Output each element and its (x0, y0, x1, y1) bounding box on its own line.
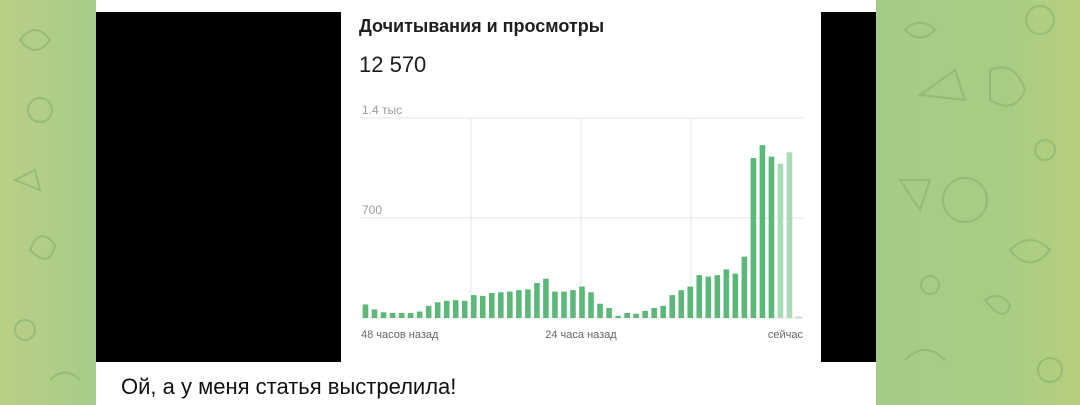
chart-bar (696, 275, 703, 318)
chart-bar (416, 311, 423, 318)
chart-bar (470, 295, 477, 318)
chart-bar (479, 295, 486, 318)
x-axis-label: 48 часов назад (361, 329, 439, 341)
chart-bar (759, 145, 766, 318)
chart-bar (525, 289, 531, 318)
chart-bar (669, 295, 676, 318)
chart-bar (642, 310, 648, 318)
chart-bar (687, 286, 694, 318)
chart-bar (786, 152, 793, 318)
chart-bar (561, 291, 567, 318)
stats-total: 12 570 (359, 52, 427, 77)
chart-bar (543, 278, 549, 318)
chart-bar (732, 273, 739, 318)
chart-bar (588, 292, 594, 318)
chart-bar (425, 305, 432, 318)
stats-screenshot: Дочитывания и просмотры 12 570 1.4 тыс 70… (341, 12, 821, 362)
message-media-image[interactable]: Дочитывания и просмотры 12 570 1.4 тыс 70… (96, 12, 876, 362)
chart-bar (570, 290, 576, 318)
chart-bar (488, 293, 495, 318)
y-tick-label: 700 (362, 203, 382, 217)
message-caption: Ой, а у меня статья выстрелила! (121, 374, 457, 399)
y-tick-label: 1.4 тыс (362, 103, 402, 117)
chart-bar (452, 300, 459, 318)
chart-bar (371, 309, 378, 318)
chart-bar (750, 158, 757, 318)
chart-bar (768, 156, 775, 318)
chart-bar (507, 291, 513, 318)
chart-bar (362, 304, 369, 318)
chart-bar (615, 315, 621, 318)
chart-bar (777, 163, 784, 318)
x-axis-label: сейчас (768, 329, 804, 341)
chart-bar (407, 313, 414, 318)
chart-bar (389, 313, 396, 318)
chart-bar (579, 286, 585, 318)
chart-bar (705, 276, 712, 318)
chart-bar (434, 302, 441, 318)
chart-bar (633, 313, 639, 318)
chart-bar (398, 313, 405, 318)
chart-bar (660, 305, 666, 318)
chart-bar (606, 308, 612, 318)
chart-bar (443, 300, 450, 318)
chart-bar (597, 303, 603, 318)
chart-bar (651, 308, 657, 318)
chart-bar (552, 291, 558, 318)
chart-bar (498, 292, 504, 318)
chart-bar (723, 269, 730, 318)
chart-bar (714, 275, 721, 318)
chart-bar (461, 300, 468, 318)
chart-bar (624, 313, 630, 318)
chart-bar (380, 312, 387, 318)
stats-title: Дочитывания и просмотры (359, 16, 605, 36)
chart-bar (741, 256, 748, 318)
chart-bar (795, 316, 802, 318)
x-axis-label: 24 часа назад (545, 329, 617, 341)
chart-bar (534, 283, 540, 318)
chart-bar (678, 290, 685, 318)
chart-bar (516, 290, 522, 318)
